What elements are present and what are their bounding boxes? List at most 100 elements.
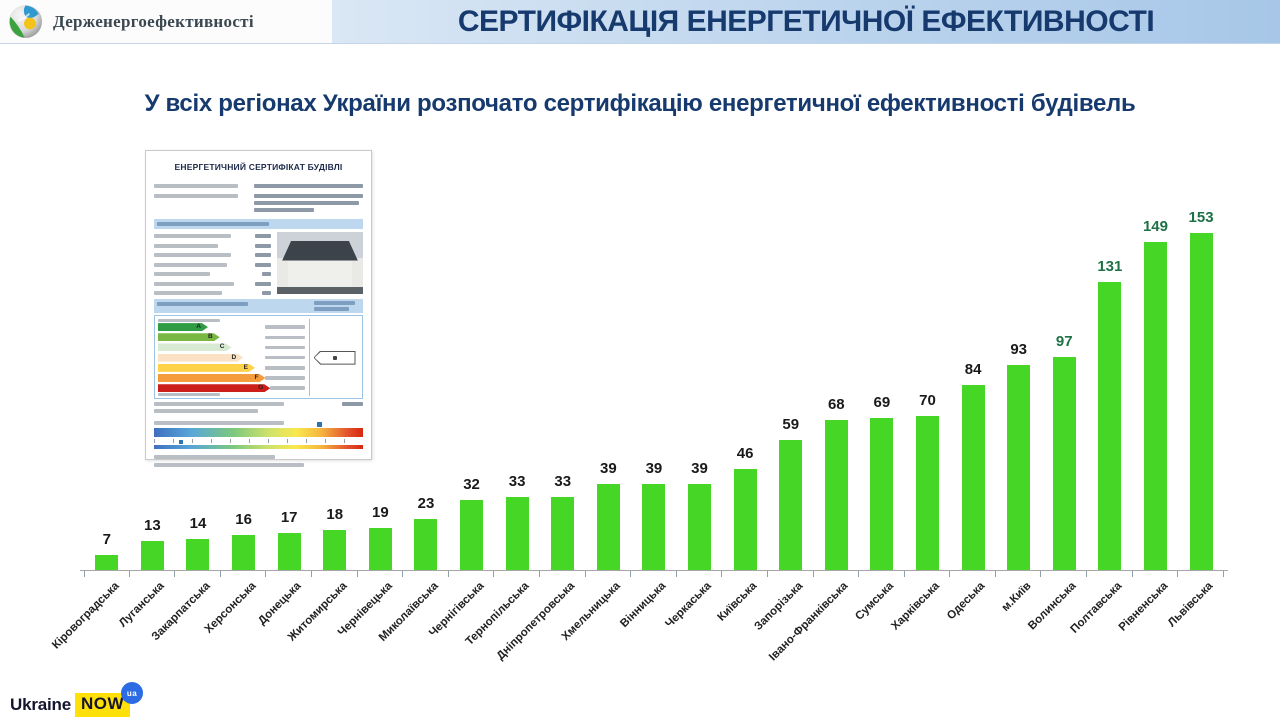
bar-slot: 18 (312, 225, 358, 577)
rating-bottom-caption (158, 393, 220, 397)
x-label-slot: Харківська (889, 577, 951, 677)
x-axis-label: Одеська (945, 580, 988, 623)
bar-slot: 39 (586, 225, 632, 577)
bar-value-label: 17 (280, 508, 298, 526)
bar-slot: 131 (1087, 225, 1133, 577)
bar (277, 532, 301, 570)
certificate-title: ЕНЕРГЕТИЧНИЙ СЕРТИФІКАТ БУДІВЛІ (174, 162, 343, 172)
bar-value-label: 84 (964, 361, 982, 379)
x-axis-labels: Кіровоградська Луганська Закарпатська Херсо… (50, 577, 1224, 677)
certificate-section-header (154, 219, 363, 229)
header-band: Держенергоефективності СЕРТИФІКАЦІЯ ЕНЕР… (0, 0, 1280, 44)
bar-slot: 93 (996, 225, 1042, 577)
bar-slot: 7 (84, 225, 130, 577)
x-label-slot: Івано-Франківська (767, 577, 860, 677)
bar (140, 541, 164, 570)
certificate-rating-header (154, 299, 363, 313)
bar-value-label: 7 (102, 530, 111, 548)
bar-slot: 68 (814, 225, 860, 577)
bar-value-label: 59 (782, 416, 800, 434)
ukraine-now-logo: Ukraine NOW ua (10, 682, 144, 717)
bar-value-label: 19 (372, 504, 389, 522)
ukraine-now-badge: NOW ua (74, 682, 144, 717)
bar-slot: 153 (1178, 209, 1224, 577)
bar-slot: 14 (175, 225, 221, 577)
rating-value-line (265, 345, 305, 350)
bar-slot: 39 (677, 225, 723, 577)
rating-row: G (158, 383, 305, 393)
bar-slot: 23 (403, 225, 449, 577)
bar (1143, 242, 1167, 570)
bar (688, 484, 712, 570)
bar-slot: 13 (130, 225, 176, 577)
bar-slot: 33 (494, 225, 540, 577)
bar (460, 499, 484, 570)
certificate-address-row (154, 184, 363, 188)
rating-arrow-c: C (158, 343, 232, 351)
ua-circle-icon: ua (121, 682, 144, 704)
bar-slot: 84 (950, 225, 996, 577)
bar (95, 554, 119, 570)
x-axis-label: м.Київ (999, 580, 1034, 615)
rating-pointer (313, 350, 356, 365)
bar-slot: 149 (1133, 218, 1179, 577)
x-label-slot: Херсонська (202, 577, 267, 677)
bar-value-label: 131 (1097, 257, 1123, 275)
bar-value-label: 33 (554, 473, 572, 491)
rating-value-line (265, 355, 305, 360)
x-axis-label: Кіровоградська (49, 580, 122, 652)
rating-value-line (265, 325, 305, 329)
bar (368, 528, 392, 570)
rating-arrow-f: F (158, 374, 265, 382)
bar (323, 530, 347, 570)
bar-slot: 33 (540, 225, 586, 577)
bar-value-label: 13 (144, 517, 161, 535)
rating-row: B (158, 332, 305, 342)
bar (232, 534, 256, 570)
slide-subtitle: У всіх регіонах України розпочато сертиф… (144, 90, 1136, 117)
rating-row: A (158, 322, 305, 332)
certificate-purpose-row (154, 194, 363, 212)
bar-value-label: 93 (1010, 341, 1028, 359)
bar-slot: 46 (722, 225, 768, 577)
rating-value-line (265, 376, 305, 380)
bar (870, 418, 894, 570)
x-axis-line (80, 570, 1228, 571)
rating-value-line (265, 335, 305, 340)
bar-slot: 69 (859, 225, 905, 577)
brand-sphere-icon (8, 4, 43, 39)
bar-value-label: 14 (189, 515, 207, 533)
bar (1098, 281, 1122, 570)
energy-color-scale (154, 421, 363, 450)
rating-row: F (158, 373, 305, 383)
bar-slot: 17 (266, 225, 312, 577)
page-title: СЕРТИФІКАЦІЯ ЕНЕРГЕТИЧНОЇ ЕФЕКТИВНОСТІ (457, 5, 1155, 38)
building-photo (277, 232, 363, 294)
bar-value-label: 39 (691, 460, 708, 478)
bar (779, 440, 803, 570)
bar-value-label: 68 (827, 396, 845, 414)
bar (824, 420, 848, 570)
chart-plot-area: 7 13 14 16 17 18 19 23 32 33 33 39 39 39 46 59 68 69 70 84 9… (84, 209, 1224, 577)
bar-value-label: 39 (645, 460, 663, 478)
rating-value-line (265, 366, 305, 370)
bar (642, 484, 666, 570)
certificate-consumption-row (154, 402, 363, 414)
rating-arrow-a: A (158, 323, 208, 331)
bar-value-label: 33 (508, 473, 526, 491)
bar (733, 468, 757, 570)
rating-row: C (158, 342, 305, 352)
bar-value-label: 23 (417, 495, 435, 513)
rating-row: E (158, 363, 305, 373)
bar-value-label: 39 (599, 460, 617, 478)
energy-certificate-image: ЕНЕРГЕТИЧНИЙ СЕРТИФІКАТ БУДІВЛІ (145, 150, 372, 467)
bar-slot: 59 (768, 225, 814, 577)
bar-value-label: 18 (326, 506, 344, 524)
bar-slot: 97 (1041, 225, 1087, 577)
bar-slot: 19 (358, 225, 404, 577)
bar-value-label: 97 (1055, 332, 1073, 350)
bar (505, 497, 529, 570)
bar-slot: 39 (631, 225, 677, 577)
